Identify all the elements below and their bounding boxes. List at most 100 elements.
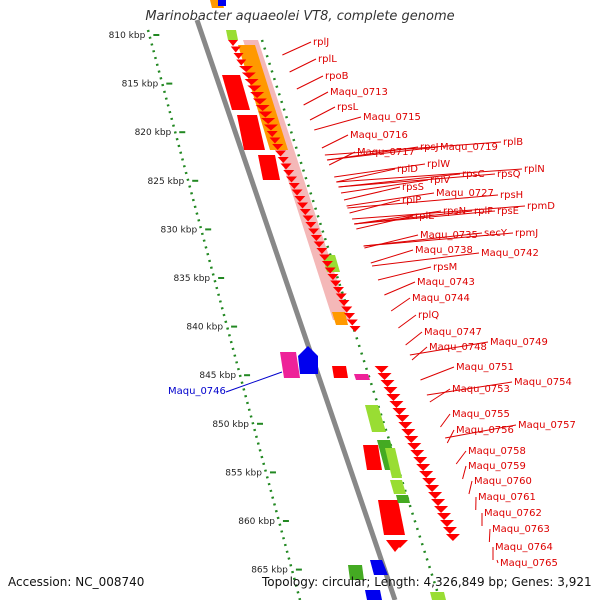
gene-label: Maqu_0743	[417, 277, 475, 288]
gene-block-green-4	[390, 480, 406, 494]
cds-arrow	[335, 293, 347, 300]
cds-arrow	[308, 228, 320, 235]
cds-arrow	[305, 222, 317, 228]
cds-arrow	[277, 157, 289, 163]
gene-block-bottom-blue	[370, 560, 388, 575]
cds-arrow	[338, 300, 350, 306]
ruler-line	[146, 29, 302, 600]
cds-arrow	[319, 254, 331, 261]
gene-leader-line	[349, 199, 401, 214]
gene-block-red-3	[258, 155, 280, 180]
gene-leader-line	[398, 314, 417, 329]
gene-leader-line	[282, 41, 312, 56]
genome-axis	[194, 19, 398, 600]
cds-arrow	[349, 326, 361, 332]
gene-label: rplB	[503, 137, 523, 148]
cds-arrow	[263, 124, 278, 131]
cds-arrow	[416, 464, 431, 471]
gene-block-red-4	[332, 366, 348, 378]
cds-arrow	[286, 176, 298, 183]
gene-label: Maqu_0713	[330, 87, 388, 98]
gene-leader-line	[309, 106, 336, 121]
cds-arrow	[392, 540, 408, 548]
gene-block-red-1	[222, 75, 250, 110]
gene-block-red-6	[378, 500, 405, 535]
map-title: Marinobacter aquaeolei VT8, complete gen…	[145, 9, 455, 24]
gene-label: rpsE	[497, 206, 519, 217]
gene-leader-line	[455, 450, 467, 465]
cds-arrow	[250, 92, 265, 98]
cds-arrow	[299, 209, 311, 215]
cds-arrow	[413, 457, 428, 464]
cds-arrow	[407, 443, 422, 450]
cds-arrow	[236, 59, 247, 66]
ruler-label: 825 kbp	[148, 177, 185, 187]
gene-label: secY	[484, 228, 508, 239]
gene-leader-line	[364, 234, 419, 249]
cds-arrow	[374, 366, 389, 373]
gene-leader-line	[468, 480, 473, 495]
cds-arrow	[377, 373, 392, 380]
gene-label: rplQ	[418, 310, 439, 321]
cds-arrow	[442, 527, 457, 534]
gene-leader-line	[445, 424, 517, 439]
gene-leader-line	[225, 371, 283, 393]
gene-label: Maqu_0763	[492, 524, 550, 535]
cds-arrow	[233, 53, 244, 59]
gene-leader-line	[409, 341, 489, 356]
gene-block-green-1	[365, 405, 386, 432]
cds-arrow	[440, 520, 454, 527]
cds-arrow	[404, 436, 419, 443]
cds-arrow	[258, 111, 273, 118]
gene-leader-line	[371, 252, 480, 267]
gene-label: Maqu_0760	[474, 476, 532, 487]
gene-label: Maqu_0719	[440, 142, 498, 153]
ruler-label: 860 kbp	[238, 517, 275, 527]
gene-label: rplD	[397, 164, 418, 175]
gene-label: Maqu_0757	[518, 420, 576, 431]
gene-leader-line	[429, 388, 451, 403]
cds-arrow	[291, 189, 303, 196]
cds-arrow	[302, 215, 314, 222]
gene-label: rplV	[430, 175, 450, 186]
ruler-label: 850 kbp	[212, 420, 249, 430]
gene-label: Maqu_0762	[484, 508, 542, 519]
cds-arrow	[280, 163, 292, 170]
gene-block-magenta	[280, 352, 300, 378]
gene-leader-line	[405, 331, 423, 346]
gene-leader-line	[496, 559, 499, 564]
ruler-label: 815 kbp	[122, 80, 159, 90]
gene-leader-line	[426, 381, 513, 396]
gene-leader-line	[352, 205, 526, 220]
cds-arrow	[228, 40, 238, 46]
cds-arrow	[392, 408, 407, 415]
gene-label: Maqu_0759	[468, 461, 526, 472]
gene-label: rpsM	[433, 262, 457, 273]
gene-label: Maqu_0746	[168, 386, 226, 397]
ruler-label: 840 kbp	[186, 323, 223, 333]
cds-arrow	[428, 492, 443, 499]
gene-leader-line	[420, 366, 455, 381]
cds-arrow	[310, 235, 322, 241]
gene-label: Maqu_0765	[500, 558, 558, 569]
cds-arrow	[316, 248, 328, 254]
cds-arrow	[434, 506, 449, 513]
gene-leader-line	[488, 528, 491, 543]
cds-arrow	[274, 150, 286, 157]
gene-leader-line	[289, 58, 317, 73]
gene-label: rpsQ	[497, 169, 521, 180]
cds-arrow	[410, 450, 425, 457]
ruler-label: 810 kbp	[109, 31, 146, 41]
gene-label: Maqu_0717	[357, 147, 415, 158]
gene-label: Maqu_0753	[452, 384, 510, 395]
ruler-label: 845 kbp	[199, 371, 236, 381]
gene-leader-line	[363, 232, 514, 247]
cds-arrow	[239, 66, 254, 72]
cds-arrow	[324, 267, 336, 274]
cds-arrow	[244, 79, 259, 85]
gene-leader-line	[338, 173, 496, 188]
gene-label: Maqu_0747	[424, 327, 482, 338]
cds-arrow	[431, 499, 446, 506]
guide-line	[260, 39, 442, 600]
gene-leader-line	[390, 297, 411, 312]
